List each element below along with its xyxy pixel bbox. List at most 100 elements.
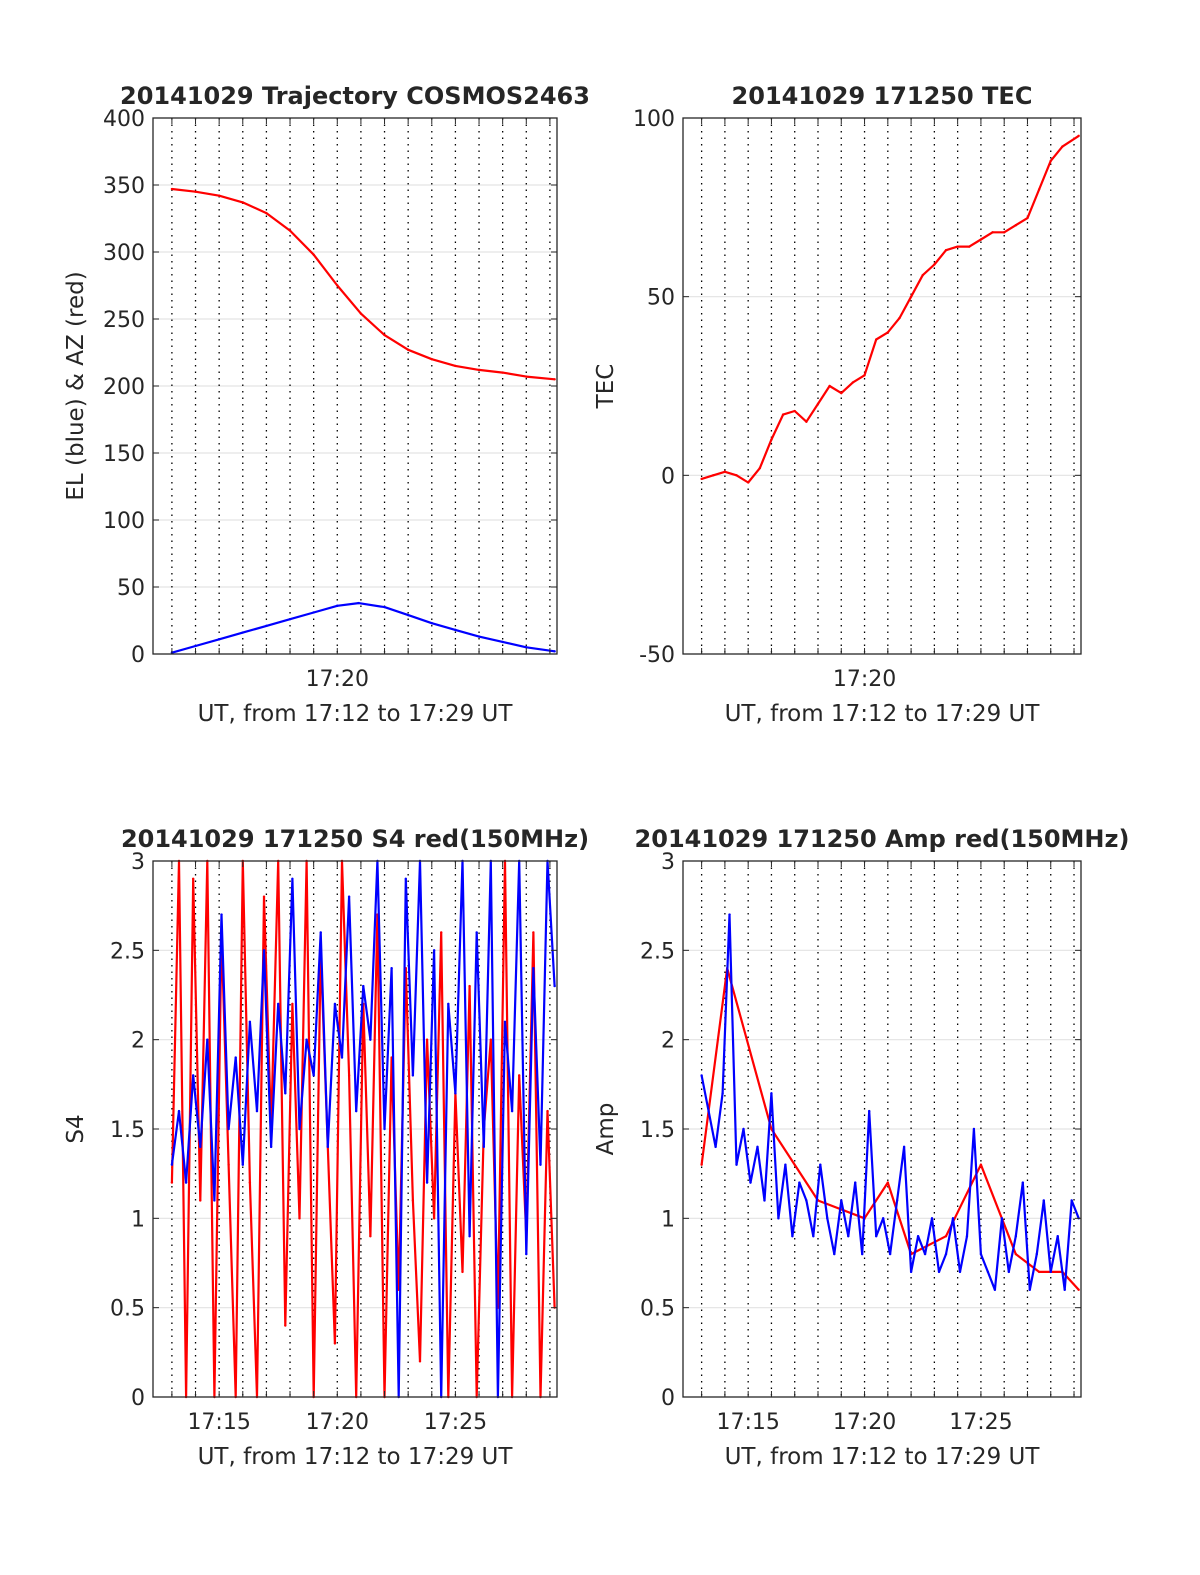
data-point (784, 1163, 787, 1166)
data-point (1061, 145, 1064, 148)
data-point (965, 1235, 969, 1238)
data-point (532, 967, 535, 970)
data-point (812, 1235, 815, 1238)
data-point (874, 338, 878, 341)
data-point (199, 1145, 202, 1149)
data-point (993, 1288, 997, 1292)
data-point (298, 1127, 301, 1131)
data-point (805, 420, 808, 423)
data-point (1037, 1270, 1041, 1274)
data-point (359, 312, 363, 315)
data-point (854, 1181, 857, 1184)
data-point (826, 1217, 829, 1220)
data-point (227, 1127, 230, 1131)
data-point (525, 1252, 528, 1256)
data-point (951, 1217, 955, 1220)
data-point (553, 378, 556, 381)
data-point (383, 333, 386, 337)
data-point (819, 1163, 822, 1166)
x-axis-label: UT, from 17:12 to 17:29 UT (198, 701, 514, 727)
data-point (213, 1199, 216, 1202)
data-point (944, 1235, 948, 1238)
data-point (944, 249, 948, 252)
y-tick-label: 1 (131, 1207, 145, 1232)
data-point (199, 1199, 202, 1202)
data-point (291, 877, 294, 881)
data-point (861, 1252, 864, 1256)
data-point (851, 381, 855, 384)
x-tick-label: 17:25 (424, 1410, 487, 1435)
data-point (937, 1270, 941, 1274)
data-point (312, 611, 315, 614)
x-axis-label: UT, from 17:12 to 17:29 UT (725, 701, 1041, 727)
y-tick-label: 350 (103, 174, 145, 199)
y-axis-label: S4 (63, 1114, 89, 1143)
chart-traj: 0 50 100 150 200 250 300 350 400 17:20 20141029 Tr… (63, 82, 590, 727)
y-tick-label: 300 (103, 241, 145, 266)
data-point (867, 1109, 871, 1113)
data-point (721, 1092, 724, 1095)
data-point (340, 1056, 344, 1059)
data-point (1028, 1288, 1031, 1292)
y-tick-label: 0 (661, 464, 675, 489)
data-point (383, 605, 386, 609)
x-tick-label: 17:20 (833, 1410, 896, 1435)
data-point (847, 1235, 850, 1238)
data-point (312, 1074, 315, 1077)
data-point (291, 1002, 294, 1006)
data-point (793, 409, 796, 413)
data-point (933, 263, 936, 266)
data-point (265, 211, 268, 215)
data-point (1002, 231, 1006, 234)
y-tick-label: 2 (131, 1029, 145, 1054)
data-point (1063, 1288, 1066, 1292)
data-point (418, 1360, 422, 1363)
data-point (170, 187, 174, 191)
y-tick-label: 400 (103, 107, 145, 132)
data-point (454, 628, 457, 632)
axes-box (682, 117, 1082, 655)
data-point (170, 1163, 174, 1166)
data-point (763, 1199, 766, 1202)
y-tick-label: 1.5 (110, 1118, 145, 1143)
data-point (700, 477, 703, 481)
data-point (298, 1217, 301, 1220)
data-point (525, 646, 528, 649)
data-point (362, 984, 365, 988)
y-tick-label: 50 (117, 576, 145, 601)
data-point (347, 1074, 351, 1077)
x-tick-label: 17:20 (833, 667, 896, 692)
y-tick-label: 100 (633, 107, 675, 132)
data-point (874, 1235, 878, 1238)
data-point (336, 284, 339, 287)
y-axis-label: Amp (593, 1103, 619, 1156)
data-point (191, 877, 195, 881)
data-point (888, 1252, 892, 1256)
data-point (956, 245, 959, 248)
data-point (288, 617, 292, 621)
data-point (923, 1252, 927, 1256)
data-point (227, 1163, 230, 1166)
data-point (1037, 188, 1041, 191)
data-point (777, 1217, 780, 1220)
data-point (1026, 216, 1029, 220)
y-tick-label: 2.5 (640, 939, 675, 964)
data-point (411, 1199, 415, 1202)
data-point (430, 621, 433, 625)
y-tick-label: 2 (661, 1029, 675, 1054)
data-point (756, 1145, 759, 1149)
data-point (406, 613, 410, 617)
data-point (1007, 1270, 1011, 1274)
data-point (489, 1038, 493, 1041)
data-point (1000, 1217, 1004, 1220)
data-point (791, 1235, 794, 1238)
data-point (265, 624, 268, 628)
data-point (269, 1145, 273, 1149)
data-point (828, 384, 831, 388)
y-axis-label: EL (blue) & AZ (red) (63, 271, 89, 500)
data-point (425, 1181, 429, 1184)
y-tick-label: 50 (647, 286, 675, 311)
data-point (288, 229, 292, 232)
y-axis-label: TEC (593, 364, 619, 410)
chart-s4: 0 0.5 1 1.5 2 2.5 3 17:15 17:20 17:25 20141029 171… (63, 825, 589, 1470)
